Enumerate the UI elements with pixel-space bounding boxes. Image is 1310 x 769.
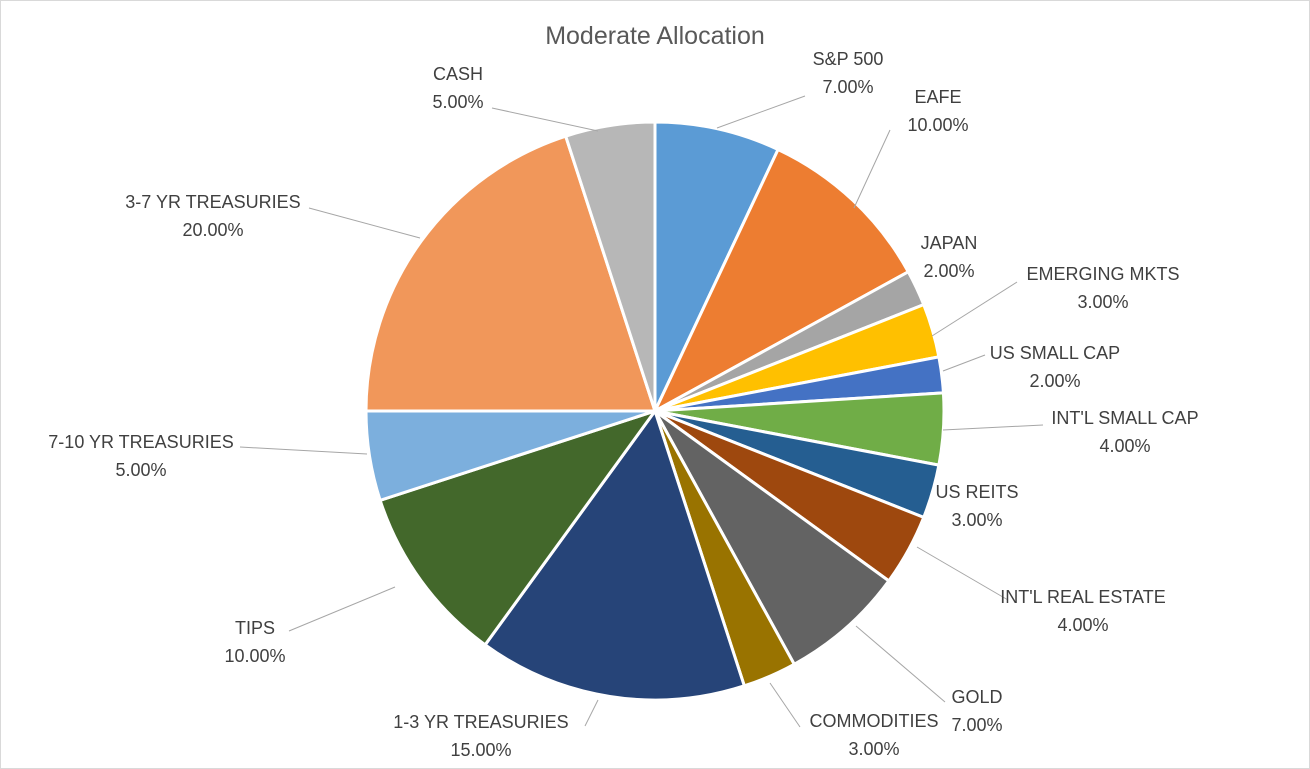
data-labels: S&P 500 7.00% EAFE 10.00% JAPAN 2.00% EMERGING… [48,49,1198,760]
leader-line-sandp-500 [716,95,806,129]
pie-slice-gold [653,409,891,666]
pie-slice-eafe [653,148,910,413]
slice-value-int-l-small-cap: 4.00% [1099,436,1150,456]
leader-line-int-l-real-estate [916,546,1009,601]
slice-name-1-3-yr-treasuries: 1-3 YR TREASURIES [393,712,568,732]
leader-line-eafe [853,129,891,209]
slice-name-tips: TIPS [235,618,275,638]
leader-line-tips [288,586,396,632]
slice-name-emerging-mkts: EMERGING MKTS [1026,264,1179,284]
slice-value-1-3-yr-treasuries: 15.00% [450,740,511,760]
slice-value-cash: 5.00% [432,92,483,112]
slice-value-japan: 2.00% [923,261,974,281]
leader-line-gold [855,625,946,703]
slice-name-int-l-small-cap: INT'L SMALL CAP [1051,408,1198,428]
slice-name-us-reits: US REITS [935,482,1018,502]
leader-lines [239,95,1044,728]
leader-line-7-10-yr-treasuries [239,446,368,455]
slice-name-7-10-yr-treasuries: 7-10 YR TREASURIES [48,432,233,452]
slice-name-us-small-cap: US SMALL CAP [990,343,1120,363]
slice-name-commodities: COMMODITIES [810,711,939,731]
pie-slice-cash [564,120,657,413]
slice-value-3-7-yr-treasuries: 20.00% [182,220,243,240]
leader-line-1-3-yr-treasuries [584,699,599,727]
leader-line-3-7-yr-treasuries [308,207,421,239]
leader-line-cash [491,107,599,132]
slice-value-eafe: 10.00% [907,115,968,135]
slices [364,120,946,702]
slice-name-eafe: EAFE [914,87,961,107]
slice-value-int-l-real-estate: 4.00% [1057,615,1108,635]
slice-value-us-reits: 3.00% [951,510,1002,530]
slice-name-sandp-500: S&P 500 [813,49,884,69]
pie-slice-sandp-500 [653,120,780,413]
pie-slice-1-3-yr-treasuries [483,409,746,702]
slice-name-gold: GOLD [951,687,1002,707]
slice-name-int-l-real-estate: INT'L REAL ESTATE [1000,587,1165,607]
slice-name-japan: JAPAN [921,233,978,253]
pie-slice-tips [378,409,657,647]
slice-value-tips: 10.00% [224,646,285,666]
pie-slice-3-7-yr-treasuries [364,134,657,413]
slice-value-emerging-mkts: 3.00% [1077,292,1128,312]
leader-line-int-l-small-cap [942,424,1044,431]
slice-name-3-7-yr-treasuries: 3-7 YR TREASURIES [125,192,300,212]
leader-line-us-small-cap [942,354,986,372]
slice-value-commodities: 3.00% [848,739,899,759]
leader-line-commodities [769,682,801,728]
slice-value-sandp-500: 7.00% [822,77,873,97]
slice-value-7-10-yr-treasuries: 5.00% [115,460,166,480]
slice-name-cash: CASH [433,64,483,84]
leader-line-emerging-mkts [931,281,1018,337]
slice-value-gold: 7.00% [951,715,1002,735]
chart-title: Moderate Allocation [545,22,765,50]
slice-value-us-small-cap: 2.00% [1029,371,1080,391]
